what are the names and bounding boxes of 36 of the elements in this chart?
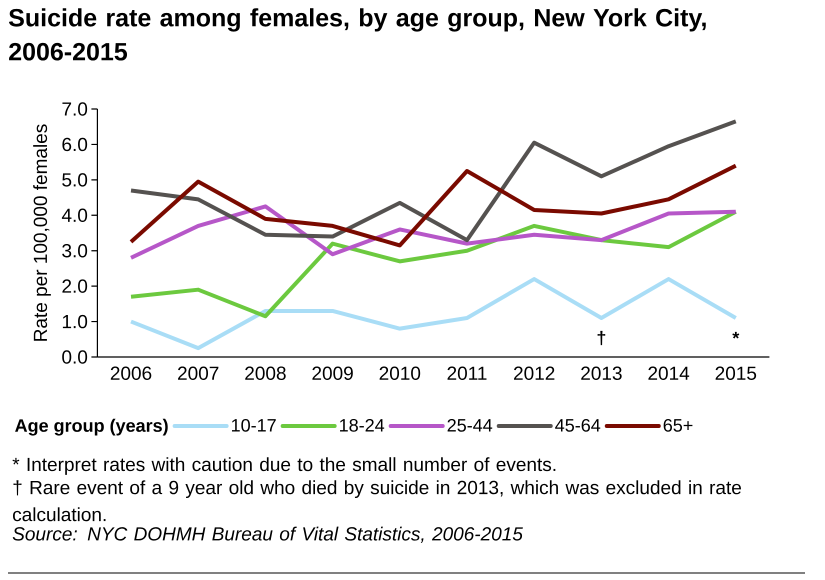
y-tick-label: 1.0: [62, 314, 88, 328]
legend-title: Age group (years): [15, 418, 168, 436]
line-series: [129, 204, 738, 260]
x-tick-label: 2009: [312, 366, 353, 380]
line-series: [129, 164, 738, 248]
text: Source: NYC DOHMH Bureau of Vital Statistics, 2006-2015: [12, 526, 523, 543]
x-tick-label: 2011: [448, 366, 486, 380]
x-tick-label: 2008: [245, 366, 286, 380]
x-tick-label: 2007: [178, 366, 218, 380]
x-tick-label: 2012: [514, 366, 554, 380]
text: † Rare event of a 9 year old who died by suicide in 2013, which was excluded in rate calculation.: [13, 480, 741, 522]
x-tick-label: 2013: [581, 366, 622, 380]
legend-label: 18-24: [340, 418, 384, 432]
annotation: †: [598, 330, 606, 346]
x-tick-label: 2014: [648, 366, 690, 380]
x-tick-label: 2006: [110, 366, 152, 380]
y-tick-label: 4.0: [62, 208, 88, 222]
y-tick-label: 5.0: [62, 173, 88, 187]
text: * Interpret rates with caution due to the small number of events.: [12, 457, 556, 475]
x-tick-label: 2015: [716, 366, 756, 380]
legend-label: 45-64: [555, 418, 600, 432]
y-tick-label: 3.0: [62, 244, 88, 258]
x-tick-label: 2010: [380, 366, 420, 380]
y-tick-label: 2.0: [62, 279, 88, 293]
line-series: [129, 277, 738, 350]
y-tick-label: 6.0: [62, 138, 88, 152]
y-tick-label: 0.0: [62, 350, 88, 364]
y-tick-label: 7.0: [62, 102, 88, 116]
legend-label: 65+: [664, 418, 692, 432]
annotation: *: [732, 332, 740, 339]
legend-label: 25-44: [448, 418, 492, 432]
line-series: [129, 210, 738, 318]
line-series: [129, 119, 738, 242]
chart-title: Suicide rate among females, by age group, New York City, 2006-2015: [8, 8, 706, 61]
y-axis-title: Rate per 100,000 females: [33, 124, 51, 341]
legend-label: 10-17: [232, 418, 276, 432]
